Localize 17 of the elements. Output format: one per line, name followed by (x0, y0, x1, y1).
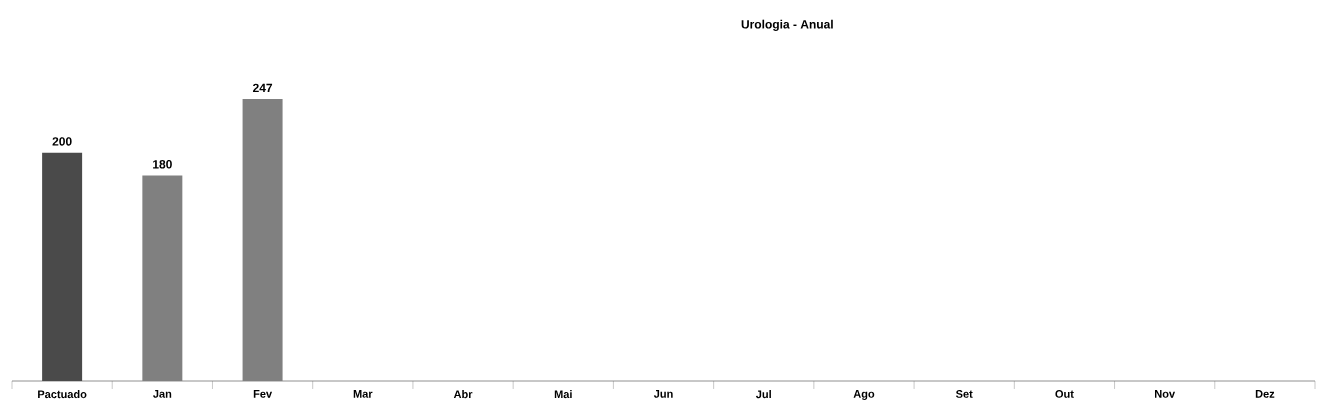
x-tick-label: Dez (1255, 390, 1275, 398)
x-tick-label: Mar (353, 390, 373, 398)
data-label: 180 (153, 160, 172, 169)
chart-title: Urologia - Anual (741, 19, 833, 31)
x-tick-label: Fev (253, 390, 273, 398)
x-tick-label: Pactuado (38, 390, 87, 399)
x-tick-label: Abr (453, 390, 473, 399)
data-label: 200 (52, 137, 72, 146)
x-tick-label: Mai (554, 390, 572, 399)
x-tick-label: Nov (1155, 390, 1176, 398)
x-tick-label: Jan (153, 390, 172, 398)
data-label: 247 (252, 83, 273, 93)
x-tick-label: Jun (653, 390, 673, 398)
x-tick-label: Set (955, 390, 973, 398)
x-tick-label: Out (1055, 390, 1074, 398)
x-tick-label: Jul (755, 390, 771, 399)
x-tick-label: Ago (853, 390, 875, 400)
